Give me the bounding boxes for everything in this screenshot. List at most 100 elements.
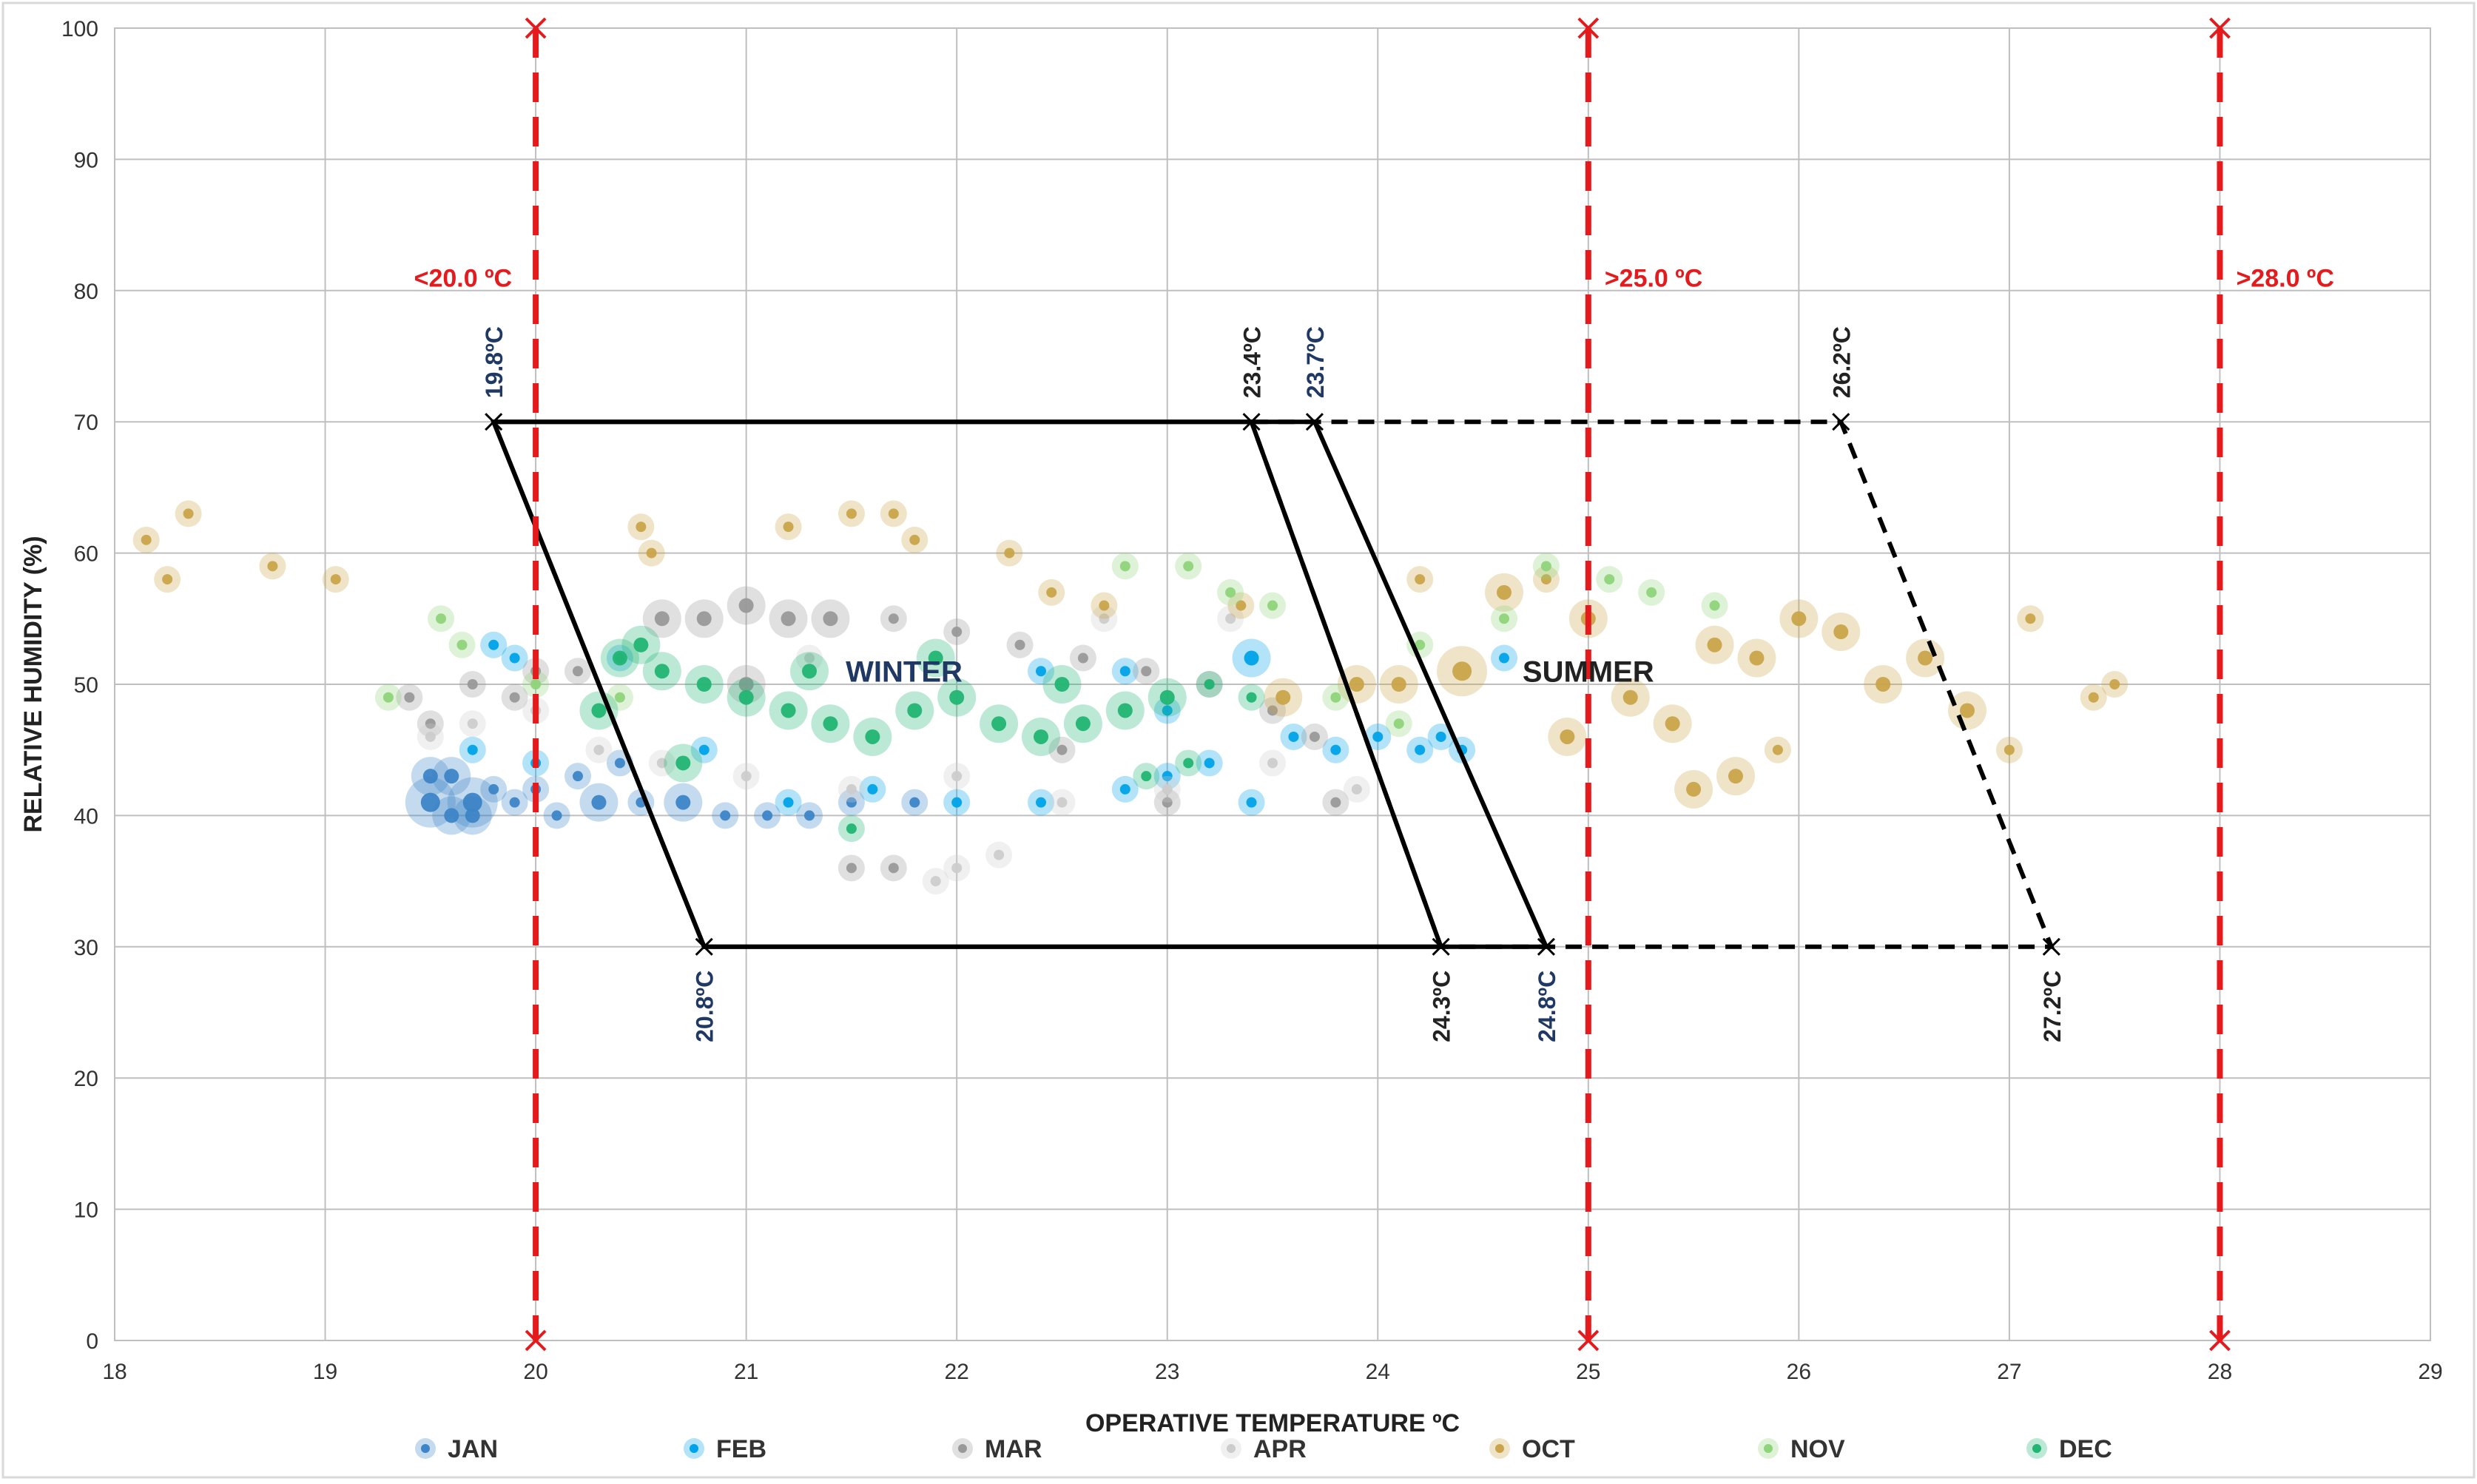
- x-tick-label: 18: [102, 1360, 127, 1384]
- y-tick-label: 80: [74, 280, 98, 304]
- data-point-core: [1728, 769, 1743, 784]
- data-point-nov: [606, 684, 633, 711]
- data-point-jan: [453, 796, 492, 835]
- data-point-feb: [1406, 736, 1434, 763]
- data-point-oct: [996, 539, 1023, 567]
- data-point-apr: [585, 736, 613, 763]
- season-label-summer: SUMMER: [1523, 655, 1654, 688]
- data-point-oct: [1764, 736, 1791, 763]
- data-point-apr: [943, 763, 971, 790]
- data-point-dec: [684, 665, 724, 704]
- data-point-mar: [459, 671, 486, 698]
- comfort-zones-layer: [485, 413, 2060, 956]
- data-point-mar: [838, 854, 865, 882]
- data-point-core: [488, 639, 499, 650]
- data-point-core: [1004, 547, 1015, 559]
- data-point-mar: [1301, 723, 1328, 750]
- data-point-mar: [727, 586, 766, 625]
- data-point-core: [930, 876, 941, 887]
- data-point-core: [2025, 613, 2036, 624]
- data-point-core: [823, 611, 838, 627]
- data-point-core: [1349, 677, 1364, 692]
- corner-marker: [1432, 937, 1450, 956]
- x-tick-label: 29: [2418, 1360, 2442, 1384]
- legend-entry-oct: OCT: [1489, 1435, 1575, 1463]
- corner-label: 27.2ºC: [2039, 971, 2066, 1042]
- data-point-apr: [985, 841, 1013, 869]
- data-point-core: [1244, 650, 1259, 666]
- data-point-core: [1646, 587, 1657, 598]
- data-point-oct: [1653, 704, 1692, 743]
- data-point-core: [1393, 718, 1404, 729]
- data-point-apr: [943, 854, 971, 882]
- data-point-dec: [1063, 704, 1102, 743]
- corner-label: 26.2ºC: [1828, 326, 1855, 398]
- data-point-core: [654, 611, 670, 627]
- legend-entry-dec: DEC: [2026, 1435, 2112, 1463]
- data-point-core: [1119, 561, 1130, 572]
- data-point-feb: [1111, 658, 1139, 685]
- data-point-core: [823, 716, 838, 732]
- data-point-core: [867, 783, 878, 795]
- data-point-apr: [1153, 775, 1181, 803]
- data-point-core: [762, 810, 773, 821]
- data-point-dec: [790, 652, 829, 691]
- data-point-core: [1162, 783, 1173, 795]
- data-point-core: [738, 598, 754, 613]
- limit-line-20: <20.0 ºC: [414, 17, 547, 1352]
- data-point-oct: [1948, 691, 1986, 730]
- data-point-oct: [1995, 736, 2023, 763]
- data-point-dec: [1133, 763, 1160, 790]
- data-point-jan: [579, 783, 619, 822]
- data-point-core: [1159, 689, 1175, 705]
- data-point-nov: [1491, 605, 1517, 633]
- data-point-core: [781, 611, 796, 627]
- data-point-core: [1246, 797, 1257, 808]
- data-point-feb: [1364, 723, 1392, 750]
- data-point-nov: [1322, 684, 1349, 711]
- data-point-core: [530, 679, 542, 689]
- corner-label: 20.8ºC: [692, 971, 718, 1042]
- data-point-core: [1119, 666, 1130, 677]
- corner-marker-stroke: [2042, 937, 2060, 956]
- data-point-oct: [2101, 671, 2129, 698]
- data-point-jan: [838, 789, 865, 816]
- data-point-feb: [1153, 697, 1181, 724]
- data-point-dec: [621, 625, 661, 664]
- corner-marker-stroke: [1432, 937, 1450, 956]
- corner-marker: [695, 937, 713, 956]
- data-point-core: [467, 744, 478, 755]
- data-point-mar: [396, 684, 423, 711]
- data-point-apr: [459, 710, 486, 738]
- data-point-core: [2088, 692, 2099, 703]
- data-point-oct: [2080, 684, 2107, 711]
- data-point-nov: [374, 684, 402, 711]
- legend-marker: [690, 1444, 698, 1453]
- data-point-apr: [1217, 605, 1244, 633]
- data-point-core: [1141, 771, 1152, 782]
- data-point-core: [382, 692, 394, 703]
- data-point-core: [1246, 692, 1257, 703]
- data-point-nov: [1406, 631, 1434, 658]
- corner-marker: [1242, 413, 1261, 431]
- corner-marker-stroke: [1537, 937, 1555, 956]
- data-point-core: [1225, 587, 1236, 598]
- data-point-dec: [1147, 678, 1187, 717]
- corner-marker-stroke: [485, 413, 503, 431]
- data-point-core: [656, 758, 667, 769]
- data-point-core: [1686, 781, 1702, 797]
- data-point-core: [1162, 797, 1173, 808]
- data-point-core: [1707, 637, 1722, 652]
- data-point-jan: [405, 777, 456, 828]
- data-point-dec: [600, 638, 639, 678]
- data-point-core: [951, 863, 963, 874]
- data-point-oct: [154, 566, 181, 593]
- corner-marker: [2042, 937, 2060, 956]
- data-point-mar: [727, 665, 766, 704]
- data-point-core: [888, 863, 899, 874]
- data-point-dec: [1042, 665, 1082, 704]
- data-point-dec: [769, 691, 808, 730]
- data-point-nov: [1217, 579, 1244, 606]
- data-point-core: [1034, 729, 1048, 744]
